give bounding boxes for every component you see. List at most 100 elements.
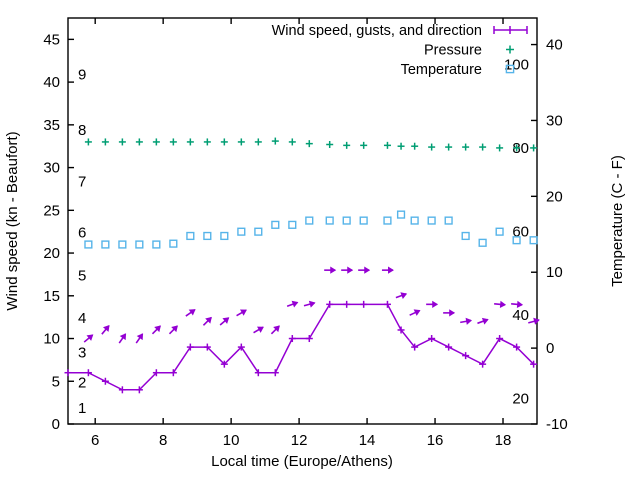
pressure-point [84, 138, 92, 146]
beaufort-label: 3 [78, 344, 86, 361]
y2-tick-label: 40 [546, 37, 563, 54]
x-axis-title: Local time (Europe/Athens) [211, 453, 393, 470]
wind-speed-point [530, 360, 538, 368]
pressure-point [411, 142, 419, 150]
temperature-point [359, 216, 368, 225]
wind-speed-point [462, 352, 470, 360]
wind-speed-point [169, 369, 177, 377]
wind-speed-point [288, 335, 296, 343]
temperature-point [461, 231, 470, 241]
gust-direction-arrow [358, 266, 371, 274]
fahrenheit-label: 20 [512, 390, 529, 407]
temperature-point [186, 231, 195, 241]
beaufort-label: 4 [78, 310, 86, 327]
wind-speed-point [64, 369, 72, 377]
pressure-point [203, 138, 211, 146]
x-tick-label: 12 [291, 432, 308, 449]
beaufort-label: 6 [78, 225, 86, 242]
pressure-point [360, 141, 368, 149]
gust-direction-arrow [443, 309, 456, 317]
temperature-point [152, 240, 161, 249]
temperature-point [271, 220, 280, 229]
wind-speed-point [411, 343, 419, 351]
beaufort-label: 5 [78, 267, 86, 284]
temperature-point [342, 216, 351, 225]
beaufort-label: 2 [78, 374, 86, 391]
temperature-point [118, 240, 127, 249]
pressure-point [152, 138, 160, 146]
gust-direction-arrow [185, 309, 196, 317]
gust-direction-arrow [426, 300, 439, 308]
wind-speed-point [360, 300, 368, 308]
pressure-point [254, 138, 262, 146]
temperature-point [396, 210, 406, 219]
pressure-point [428, 143, 436, 151]
beaufort-label: 8 [78, 122, 86, 139]
gust-direction-arrow [460, 317, 472, 325]
wind-speed-point [118, 386, 126, 394]
x-axis-ticks: 6 8 10 12 14 16 18 [91, 18, 511, 449]
gust-direction-arrow [101, 325, 110, 335]
y2-tick-label: -10 [546, 416, 568, 433]
y-axis-title: Wind speed (kn - Beaufort) [4, 131, 21, 310]
wind-speed-point [101, 377, 109, 385]
wind-speed-point [271, 369, 279, 377]
temperature-point [383, 216, 392, 225]
pressure-point [101, 138, 109, 146]
beaufort-scale-labels: 1 2 3 4 5 6 7 8 9 [78, 67, 86, 417]
chart-legend: Wind speed, gusts, and direction Pressure… [272, 23, 528, 78]
pressure-point [530, 144, 538, 152]
gust-direction-arrow [395, 292, 408, 299]
wind-speed-point [445, 343, 453, 351]
temperature-point [444, 216, 453, 225]
pressure-point [513, 144, 521, 152]
temperature-point [495, 227, 504, 236]
pressure-point [397, 142, 405, 150]
gust-direction-arrow [236, 309, 247, 317]
y-tick-label: 10 [43, 331, 60, 348]
gust-direction-arrow [83, 334, 94, 343]
series-pressure [84, 137, 538, 152]
legend-label: Temperature [401, 62, 482, 78]
wind-speed-point [397, 326, 405, 334]
temperature-point [203, 231, 212, 241]
y2-axis-ticks: -10 0 10 20 30 40 [531, 37, 568, 433]
temperature-point [288, 220, 297, 229]
pressure-point [135, 138, 143, 146]
wind-speed-point [428, 335, 436, 343]
gust-direction-arrow [324, 266, 337, 274]
plot-frame [67, 17, 538, 425]
gust-direction-arrow [303, 300, 316, 308]
temperature-point [254, 227, 263, 236]
pressure-point [118, 138, 126, 146]
fahrenheit-label: 100 [504, 57, 529, 74]
temperature-point [512, 236, 521, 245]
gust-direction-arrow [253, 326, 264, 334]
temperature-point [237, 227, 246, 236]
pressure-point [343, 141, 351, 149]
gust-direction-arrow [381, 266, 394, 274]
pressure-point [305, 140, 313, 148]
y-tick-label: 5 [52, 373, 60, 390]
temperature-point [325, 216, 334, 225]
y2-axis-title: Temperature (C - F) [609, 155, 626, 287]
gust-direction-arrow [494, 300, 507, 308]
y-tick-label: 40 [43, 74, 60, 91]
y-tick-label: 15 [43, 288, 60, 305]
gust-direction-arrow [168, 325, 178, 335]
wind-speed-point [186, 343, 194, 351]
legend-item: Pressure [424, 43, 514, 59]
beaufort-label: 1 [78, 400, 86, 417]
gust-direction-arrow [219, 317, 230, 326]
gust-direction-arrow [409, 309, 421, 316]
pressure-point [169, 138, 177, 146]
wind-speed-point [496, 335, 504, 343]
y-tick-label: 20 [43, 245, 60, 262]
wind-speed-point [479, 360, 487, 368]
wind-speed-point [383, 300, 391, 308]
pressure-point [383, 141, 391, 149]
series-temperature [84, 210, 538, 249]
gust-direction-arrow [341, 266, 354, 274]
legend-label: Pressure [424, 43, 482, 59]
